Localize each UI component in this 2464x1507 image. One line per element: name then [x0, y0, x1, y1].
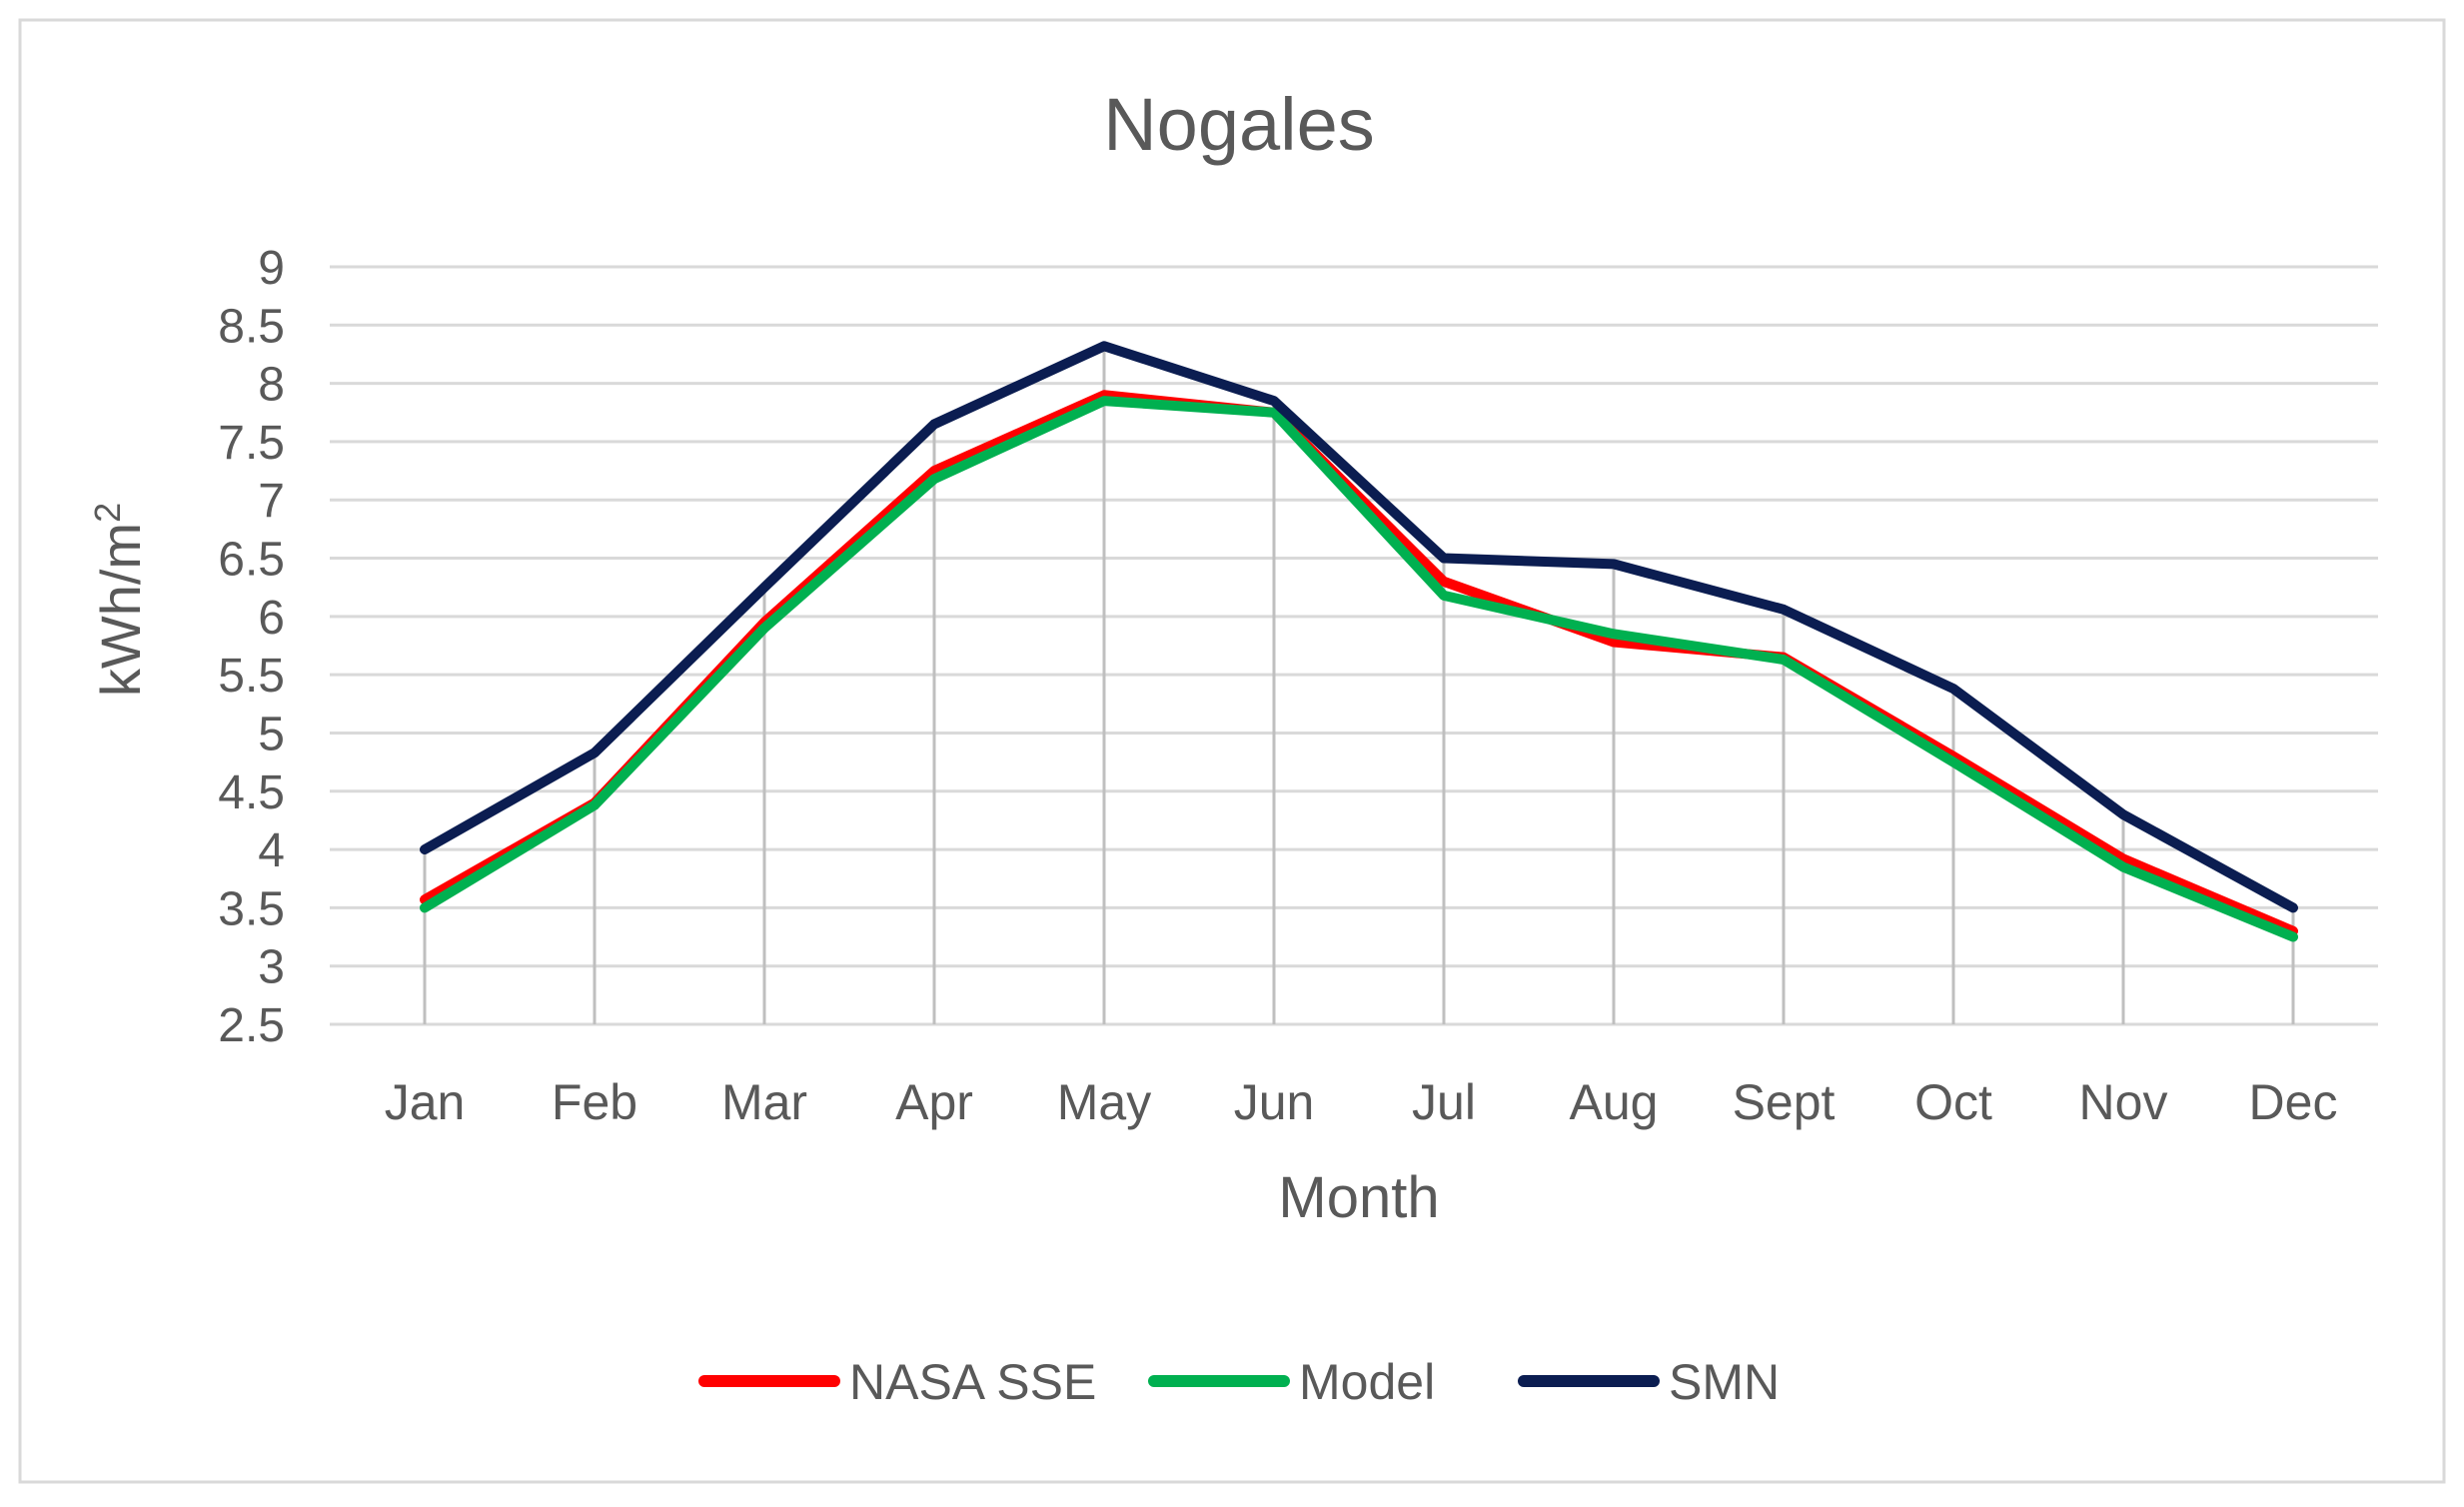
- y-axis-label: kWh/m2: [87, 503, 152, 697]
- y-tick-label: 7: [258, 475, 285, 528]
- series-lines: [420, 341, 2298, 942]
- y-tick-label: 8.5: [218, 300, 285, 353]
- y-tick-label: 8: [258, 359, 285, 412]
- x-tick-label: Dec: [2249, 1074, 2338, 1130]
- legend: NASA SSE Model SMN: [698, 1354, 1780, 1410]
- y-tick-label: 3: [258, 941, 285, 994]
- x-axis-ticks: Jan Feb Mar Apr May Jun Jul Aug Sept Oct Nov Dec: [385, 1074, 2338, 1130]
- y-tick-label: 9: [258, 242, 285, 295]
- y-tick-label: 7.5: [218, 417, 285, 470]
- chart-frame: [18, 18, 2446, 1484]
- legend-label: SMN: [1669, 1354, 1780, 1410]
- y-tick-label: 5: [258, 708, 285, 760]
- y-tick-label: 4: [258, 824, 285, 877]
- y-tick-label: 5.5: [218, 650, 285, 703]
- y-tick-label: 4.5: [218, 766, 285, 819]
- x-tick-label: Nov: [2079, 1074, 2168, 1130]
- x-tick-label: Jul: [1412, 1074, 1476, 1130]
- x-tick-label: Jun: [1234, 1074, 1315, 1130]
- y-axis-ticks: 2.53 3.544.5 55.566.5 77.58 8.59: [218, 242, 285, 1052]
- x-tick-label: Apr: [895, 1074, 973, 1130]
- x-axis-label: Month: [1278, 1165, 1439, 1230]
- x-tick-label: May: [1057, 1074, 1151, 1130]
- x-tick-label: Sept: [1733, 1074, 1836, 1130]
- legend-label: NASA SSE: [849, 1354, 1096, 1410]
- y-tick-label: 2.5: [218, 999, 285, 1052]
- series-line-smn: [420, 341, 2298, 913]
- x-tick-label: Mar: [721, 1074, 807, 1130]
- y-tick-label: 6.5: [218, 534, 285, 587]
- x-tick-label: Oct: [1914, 1074, 1992, 1130]
- chart-title: Nogales: [1103, 83, 1375, 166]
- y-axis-label-superscript: 2: [87, 503, 128, 523]
- y-tick-label: 3.5: [218, 882, 285, 935]
- y-axis-label-text: kWh/m: [89, 523, 152, 697]
- series-line-model: [420, 396, 2298, 942]
- y-tick-label: 6: [258, 592, 285, 645]
- x-tick-label: Feb: [552, 1074, 637, 1130]
- x-tick-label: Aug: [1570, 1074, 1659, 1130]
- grid-lines: [330, 265, 2378, 1026]
- x-tick-label: Jan: [385, 1074, 466, 1130]
- legend-label: Model: [1299, 1354, 1435, 1410]
